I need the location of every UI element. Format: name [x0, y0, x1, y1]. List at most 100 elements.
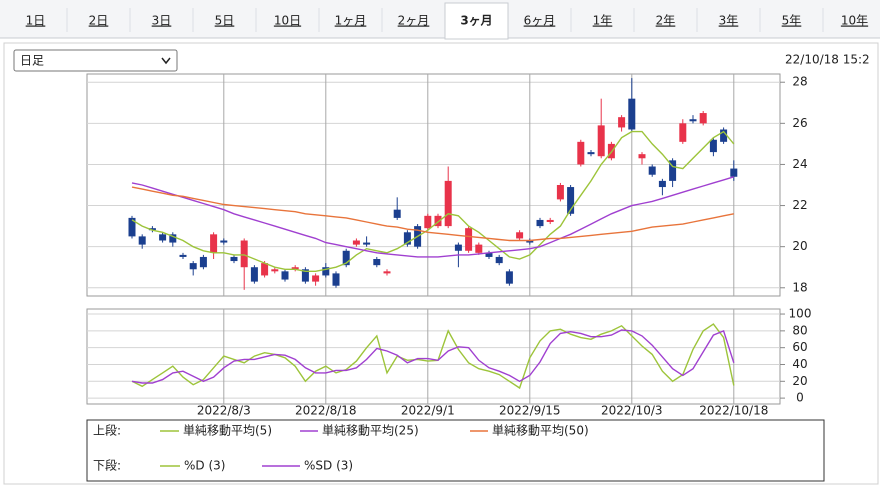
candle-body — [138, 236, 146, 245]
candle-body — [312, 275, 320, 282]
candle-body — [567, 187, 575, 214]
candle-body — [271, 269, 279, 272]
tab[interactable]: 6ヶ月 — [524, 14, 556, 28]
legend-label: 上段: — [93, 423, 121, 438]
candle-body — [618, 117, 626, 128]
tab[interactable]: 1ヶ月 — [335, 14, 367, 28]
candle-body — [699, 113, 707, 124]
candle-body — [159, 234, 167, 241]
candle-body — [658, 180, 666, 188]
y-tick-label: 22 — [792, 198, 807, 212]
y-tick-label: 0 — [796, 391, 804, 405]
y-tick-label: 20 — [792, 374, 807, 388]
tab-active-bg — [444, 2, 509, 40]
timestamp: 22/10/18 15:2 — [785, 53, 870, 67]
select-chevron — [161, 57, 171, 65]
candle-body — [352, 240, 360, 245]
candle-body — [301, 269, 309, 282]
legend-entry: %D (3) — [184, 459, 225, 473]
tab[interactable]: 10年 — [841, 14, 868, 28]
series-line — [131, 186, 734, 242]
candle-body — [250, 267, 258, 282]
x-tick-label: 2022/9/15 — [499, 404, 561, 418]
candle-body — [199, 256, 207, 268]
candle-body — [505, 271, 513, 284]
legend-label: 下段: — [93, 458, 121, 473]
candle-body — [679, 123, 687, 142]
y-tick-label: 40 — [792, 357, 807, 371]
tab[interactable]: 1日 — [26, 14, 46, 28]
x-tick-label: 2022/9/1 — [401, 404, 455, 418]
candle-body — [220, 240, 228, 243]
x-tick-label: 2022/8/3 — [197, 404, 251, 418]
candle-body — [383, 271, 391, 274]
tab[interactable]: 2日 — [89, 14, 109, 28]
candle-body — [709, 139, 717, 153]
legend-box — [86, 419, 825, 482]
x-tick-label: 2022/8/18 — [295, 404, 357, 418]
candle-body — [322, 267, 330, 276]
candle-body — [597, 125, 605, 157]
y-tick-label: 24 — [792, 157, 807, 171]
candle-body — [189, 263, 197, 270]
x-tick-label: 2022/10/3 — [601, 404, 663, 418]
series-line — [131, 176, 735, 258]
candle-body — [373, 259, 381, 266]
tab[interactable]: 5日 — [215, 14, 235, 28]
candle-body — [403, 232, 411, 245]
series-line — [131, 130, 735, 272]
y-tick-label: 28 — [792, 75, 807, 89]
tab[interactable]: 2ヶ月 — [398, 14, 430, 28]
candle-body — [261, 263, 269, 276]
candle-body — [363, 242, 371, 245]
candle-body — [628, 98, 636, 130]
candle-body — [342, 250, 350, 266]
legend-entry: 単純移動平均(50) — [492, 424, 589, 438]
plot-frame — [86, 308, 781, 405]
tab[interactable]: 1年 — [593, 14, 613, 28]
period-select[interactable] — [13, 49, 178, 72]
candle-body — [240, 240, 248, 268]
legend-entry: 単純移動平均(5) — [183, 424, 272, 438]
tab[interactable]: 5年 — [782, 14, 802, 28]
candle-body — [587, 152, 595, 155]
candle-body — [179, 254, 187, 257]
candle-body — [128, 217, 136, 237]
y-tick-label: 60 — [792, 340, 807, 354]
tab[interactable]: 3日 — [152, 14, 172, 28]
series-line — [131, 329, 735, 384]
candle-body — [546, 219, 554, 222]
candle-body — [291, 267, 299, 270]
candle-body — [536, 219, 544, 227]
tab[interactable]: 2年 — [656, 14, 676, 28]
candle-body — [230, 256, 238, 262]
candle-body — [577, 141, 585, 165]
candle-body — [638, 154, 646, 159]
candle-body — [454, 244, 462, 251]
y-tick-label: 18 — [792, 280, 807, 294]
candle-body — [281, 271, 289, 280]
candle-body — [210, 234, 218, 253]
candle-body — [393, 209, 401, 218]
legend-entry: 単純移動平均(25) — [322, 424, 419, 438]
period-select-value[interactable]: 日足 — [20, 54, 44, 68]
plot-frame — [86, 73, 781, 297]
tab-bar — [0, 0, 880, 38]
tab[interactable]: 10日 — [274, 14, 301, 28]
candle-body — [475, 244, 483, 253]
candle-body — [720, 129, 728, 142]
candle-body — [556, 185, 564, 200]
y-tick-label: 80 — [792, 323, 807, 337]
candle-body — [495, 256, 503, 264]
candle-body — [526, 240, 534, 243]
y-tick-label: 100 — [789, 307, 812, 321]
candle-body — [148, 228, 156, 231]
candle-body — [465, 228, 473, 251]
candle-body — [516, 232, 524, 239]
tab[interactable]: 3年 — [719, 14, 739, 28]
tab[interactable]: 3ヶ月 — [460, 14, 492, 28]
panel-border — [3, 42, 879, 485]
candle-body — [485, 252, 493, 257]
